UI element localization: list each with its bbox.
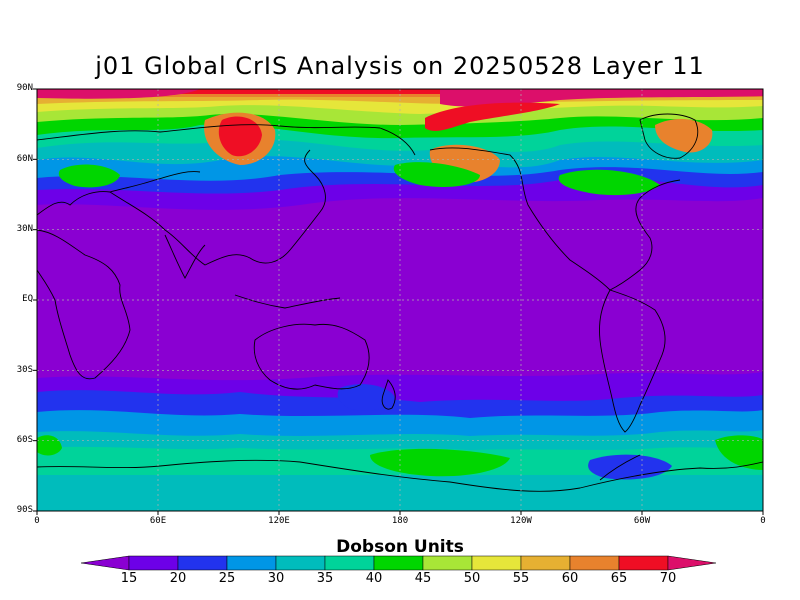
lon-label: 120W	[510, 516, 532, 526]
coast-antarctic-peninsula	[599, 454, 641, 481]
ozone-lobe-pacific	[425, 102, 560, 131]
lon-label: 0	[760, 516, 766, 526]
coast-new-zealand	[381, 379, 396, 410]
ozone-lobe-south-green-3	[37, 435, 62, 456]
colorbar-segment	[275, 555, 326, 571]
coast-asia	[109, 149, 326, 266]
gridlines	[37, 89, 763, 511]
colorbar-segment	[373, 555, 424, 571]
ozone-polar-north-east	[440, 89, 763, 107]
colorbar-segment	[422, 555, 473, 571]
lon-label: 180	[391, 516, 409, 526]
colorbar	[80, 555, 717, 571]
coast-north-america	[429, 147, 681, 291]
coast-indonesia	[234, 294, 341, 309]
ozone-band-south-35b	[37, 475, 763, 511]
ozone-lobe-atlantic	[655, 118, 713, 153]
colorbar-segment	[618, 555, 669, 571]
colorbar-level-label: 70	[659, 571, 677, 586]
colorbar-segment	[324, 555, 375, 571]
coast-south-america	[599, 289, 666, 433]
colorbar-over-triangle	[667, 555, 717, 571]
ozone-lobe-npacific-green	[393, 162, 480, 187]
lat-label: EQ	[22, 294, 33, 304]
colorbar-level-label: 55	[512, 571, 530, 586]
axis-ticks	[33, 88, 764, 515]
coast-africa	[37, 229, 131, 380]
lon-label: 60W	[633, 516, 651, 526]
lat-label: 30N	[16, 224, 33, 234]
ozone-lobe-south-blue-2	[337, 384, 395, 411]
colorbar-segment	[471, 555, 522, 571]
ozone-polar-north	[37, 89, 200, 99]
coast-australia	[253, 323, 370, 390]
colorbar-title: Dobson Units	[336, 537, 464, 557]
lat-label: 30S	[16, 365, 33, 375]
lon-label: 120E	[268, 516, 290, 526]
ozone-lobe-america-green	[558, 169, 660, 196]
colorbar-level-label: 25	[218, 571, 236, 586]
ozone-band-north-70	[37, 89, 763, 94]
lat-label: 90S	[16, 505, 33, 515]
colorbar-segment	[128, 555, 179, 571]
colorbar-segment	[569, 555, 620, 571]
colorbar-under-triangle	[80, 555, 130, 571]
coast-antarctica	[37, 459, 763, 492]
coast-greenland	[639, 113, 699, 159]
colorbar-level-label: 40	[365, 571, 383, 586]
colorbar-segment	[177, 555, 228, 571]
colorbar-level-label: 50	[463, 571, 481, 586]
lat-label: 90N	[16, 83, 33, 93]
colorbar-level-label: 60	[561, 571, 579, 586]
ozone-lobe-europe-green	[58, 164, 120, 188]
colorbar-level-label: 45	[414, 571, 432, 586]
colorbar-segment	[520, 555, 571, 571]
lat-label: 60S	[16, 435, 33, 445]
colorbar-level-label: 35	[316, 571, 334, 586]
colorbar-level-label: 15	[120, 571, 138, 586]
colorbar-level-label: 30	[267, 571, 285, 586]
lon-label: 0	[34, 516, 40, 526]
lon-label: 60E	[149, 516, 167, 526]
colorbar-segment	[226, 555, 277, 571]
coastlines	[37, 113, 763, 492]
map-title: j01 Global CrIS Analysis on 20250528 Lay…	[95, 52, 705, 80]
ozone-lobe-asia-core	[218, 116, 262, 157]
coast-india	[164, 234, 206, 279]
ozone-lobe-south-green	[370, 448, 510, 477]
coast-siberia	[37, 124, 416, 156]
ozone-lobe-south-green-2	[715, 435, 763, 470]
lat-label: 60N	[16, 154, 33, 164]
colorbar-level-label: 20	[169, 571, 187, 586]
colorbar-level-label: 65	[610, 571, 628, 586]
